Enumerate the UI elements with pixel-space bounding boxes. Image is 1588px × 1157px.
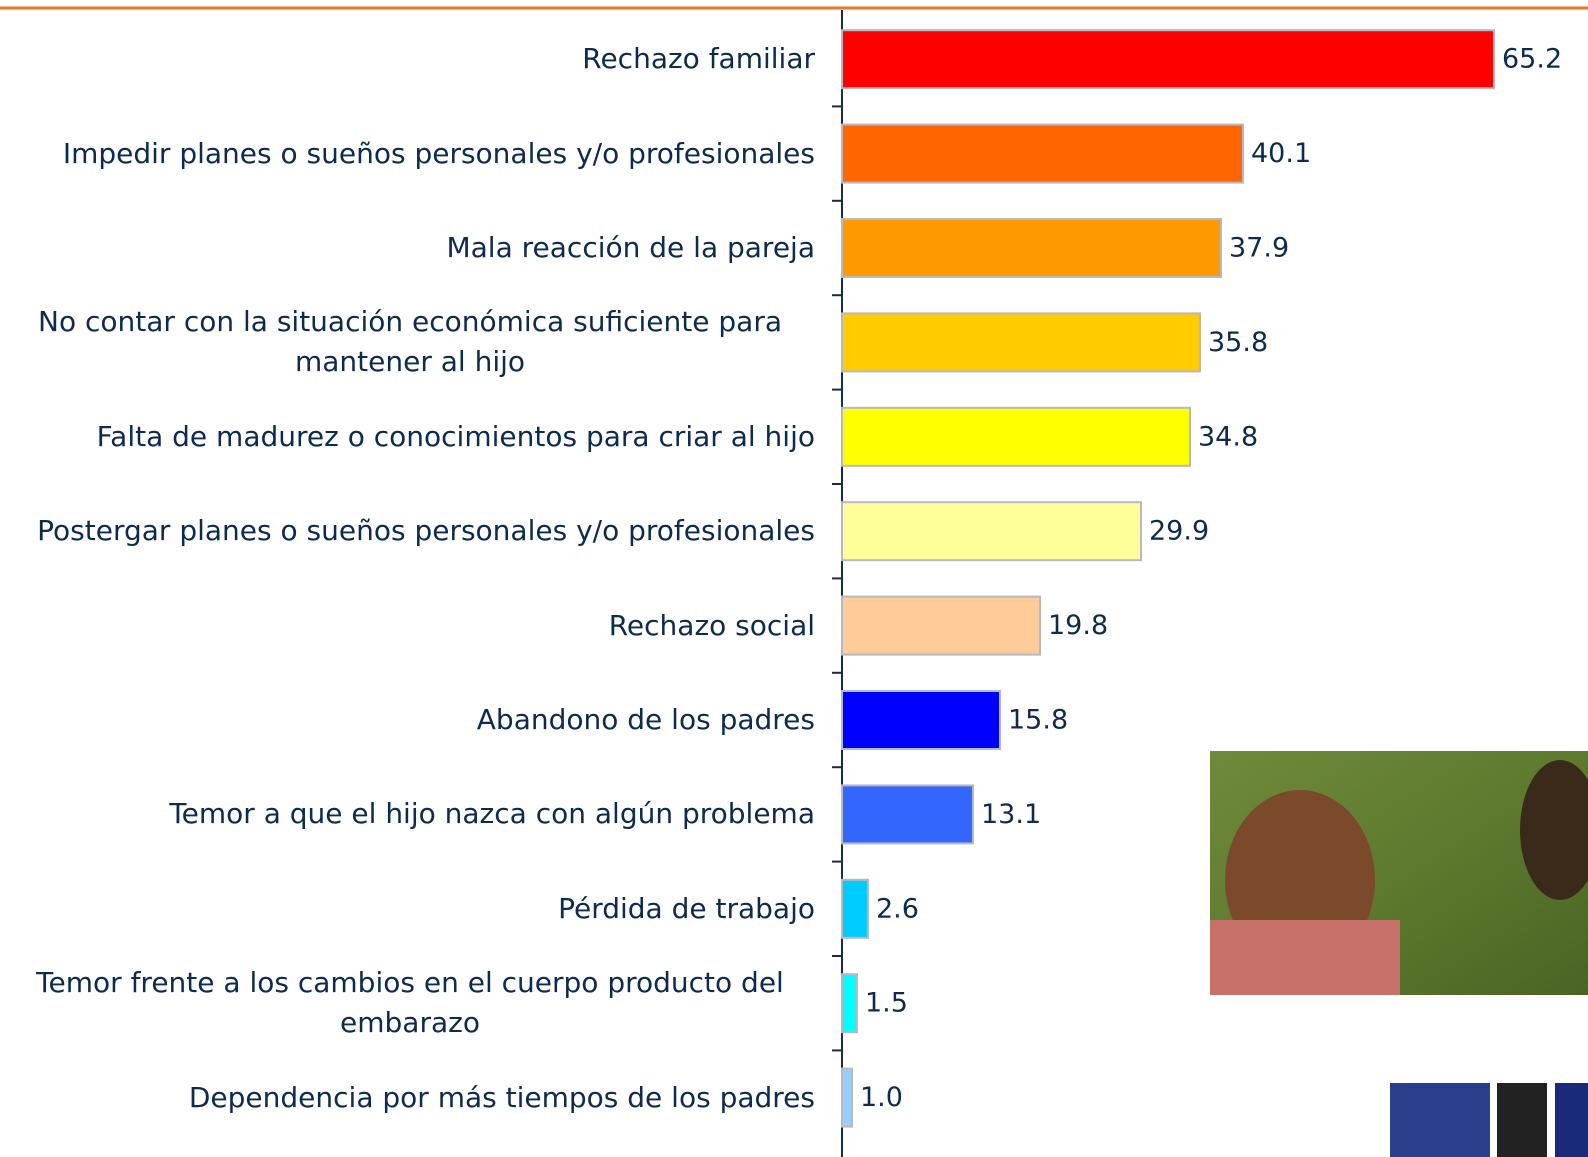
category-label: Impedir planes o sueños personales y/o p… (0, 134, 815, 174)
category-label: Pérdida de trabajo (0, 889, 815, 929)
category-label: Rechazo familiar (0, 39, 815, 79)
value-label: 34.8 (1198, 421, 1258, 452)
category-label: Mala reacción de la pareja (0, 228, 815, 268)
category-text: Temor a que el hijo nazca con algún prob… (169, 794, 815, 834)
category-text: Dependencia por más tiempos de los padre… (189, 1078, 815, 1118)
category-text: Pérdida de trabajo (558, 889, 815, 929)
bar (842, 313, 1200, 371)
category-text: Mala reacción de la pareja (446, 228, 815, 268)
category-text: Impedir planes o sueños personales y/o p… (63, 134, 815, 174)
value-label: 29.9 (1149, 516, 1209, 547)
bar (842, 691, 1000, 749)
value-label: 65.2 (1502, 44, 1562, 75)
value-label: 1.5 (865, 988, 908, 1019)
value-label: 2.6 (876, 893, 919, 924)
category-label: Dependencia por más tiempos de los padre… (0, 1078, 815, 1118)
value-label: 40.1 (1251, 138, 1311, 169)
category-text: Temor frente a los cambios en el cuerpo … (5, 963, 815, 1043)
bar (842, 1069, 852, 1127)
bar (842, 880, 868, 938)
value-label: 19.8 (1048, 610, 1108, 641)
category-label: Abandono de los padres (0, 700, 815, 740)
bar (842, 30, 1494, 88)
value-label: 35.8 (1208, 327, 1268, 358)
bar (842, 785, 973, 843)
category-text: No contar con la situación económica suf… (5, 302, 815, 382)
photo (1210, 751, 1588, 995)
category-label: Postergar planes o sueños personales y/o… (0, 511, 815, 551)
category-text: Abandono de los padres (477, 700, 815, 740)
page: {"chart_data": {"type": "hbar", "categor… (0, 0, 1588, 1157)
category-text: Rechazo familiar (582, 39, 815, 79)
category-text: Falta de madurez o conocimientos para cr… (97, 417, 815, 457)
value-label: 13.1 (981, 799, 1041, 830)
category-label: Temor a que el hijo nazca con algún prob… (0, 794, 815, 834)
bar (842, 408, 1190, 466)
category-text: Rechazo social (609, 606, 815, 646)
bar (842, 502, 1141, 560)
value-label: 37.9 (1229, 233, 1289, 264)
bar (842, 974, 857, 1032)
value-label: 1.0 (860, 1082, 903, 1113)
category-label: No contar con la situación económica suf… (0, 302, 815, 382)
category-label: Temor frente a los cambios en el cuerpo … (0, 963, 815, 1043)
bar (842, 125, 1243, 183)
logos (1390, 1083, 1588, 1157)
value-label: 15.8 (1008, 705, 1068, 736)
category-label: Falta de madurez o conocimientos para cr… (0, 417, 815, 457)
bar (842, 219, 1221, 277)
category-text: Postergar planes o sueños personales y/o… (37, 511, 815, 551)
category-label: Rechazo social (0, 606, 815, 646)
bar (842, 597, 1040, 655)
